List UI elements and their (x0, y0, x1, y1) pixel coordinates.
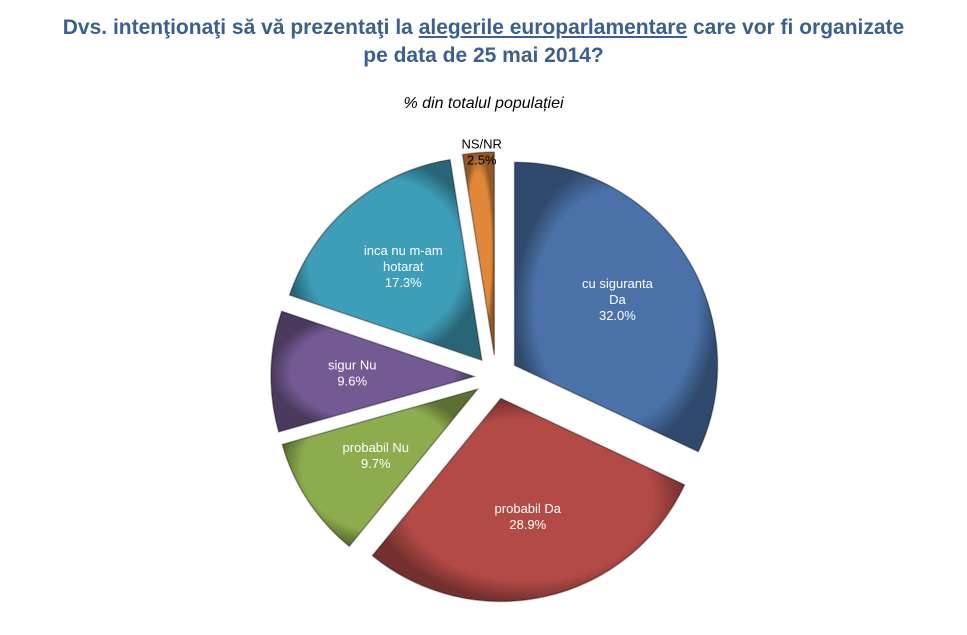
slice-value-label: 9.6% (337, 373, 367, 388)
title-part: Dvs. intenţionaţi să vă prezentaţi la (62, 16, 419, 39)
title-underlined-part: alegerile europarlamentare (418, 16, 688, 39)
pie-slice-bevel (282, 389, 478, 547)
slice-label: cu siguranta Da 32.0% (582, 276, 654, 323)
pie-slice-probabil-da: probabil Da 28.9% (371, 397, 686, 603)
chart-title: Dvs. intenţionaţi să vă prezentaţi la al… (60, 14, 907, 70)
slice-label: probabil Da 28.9% (495, 501, 562, 532)
pie-slice-cu-siguranta-da: cu siguranta Da 32.0% (513, 161, 719, 453)
slice-category-label: hotarat (383, 259, 424, 274)
title-part: care vor fi organizate pe data de 25 mai… (363, 16, 905, 67)
slice-value-label: 2.5% (467, 153, 497, 168)
pie-slice-bevel (514, 162, 718, 452)
slice-value-label: 28.9% (509, 517, 546, 532)
slice-label: probabil Nu 9.7% (343, 440, 410, 471)
pie-slice-bevel (271, 311, 475, 432)
slice-category-label: sigur Nu (328, 357, 376, 372)
chart-subtitle: % din totalul populației (403, 95, 564, 112)
slice-category-label: cu siguranta (582, 276, 654, 291)
slice-category-label: NS/NR (461, 137, 501, 152)
slice-label: inca nu m-am hotarat 17.3% (364, 243, 443, 290)
slice-label: NS/NR 2.5% (461, 137, 501, 168)
slice-value-label: 32.0% (599, 308, 636, 323)
slice-value-label: 9.7% (361, 456, 391, 471)
pie-slice-bevel (372, 398, 685, 602)
slice-value-label: 17.3% (385, 275, 422, 290)
pie-slice-bevel (289, 159, 482, 361)
pie-slice-sigur-nu: sigur Nu 9.6% (270, 310, 477, 433)
pie-slice-inca-nu-m-am-hotarat: inca nu m-am hotarat 17.3% (288, 158, 483, 362)
slice-category-label: probabil Da (495, 501, 562, 516)
slice-category-label: inca nu m-am (364, 243, 443, 258)
pie-slice-ns-nr: NS/NR 2.5% (461, 137, 502, 356)
slice-category-label: probabil Nu (343, 440, 410, 455)
slice-category-label: Da (609, 292, 626, 307)
pie-slice-bevel (462, 152, 495, 356)
slice-label: sigur Nu 9.6% (328, 357, 376, 388)
pie-slice-probabil-nu: probabil Nu 9.7% (281, 387, 480, 548)
